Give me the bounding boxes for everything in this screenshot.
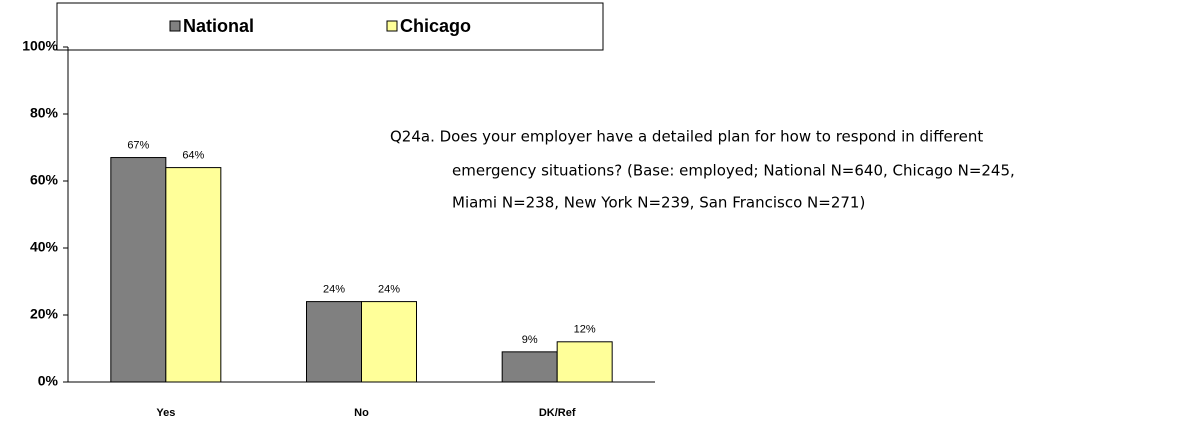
legend-swatch bbox=[386, 20, 398, 32]
y-tick-label: 40% bbox=[30, 239, 59, 255]
value-label: 24% bbox=[378, 284, 400, 296]
bar bbox=[110, 157, 167, 383]
bar bbox=[165, 167, 222, 383]
value-label: 64% bbox=[182, 150, 204, 162]
bar bbox=[306, 301, 362, 383]
bar bbox=[361, 301, 417, 383]
y-tick-label: 0% bbox=[38, 373, 59, 389]
x-tick-label: DK/Ref bbox=[539, 407, 576, 419]
legend-swatch bbox=[169, 20, 181, 32]
bar bbox=[556, 341, 613, 383]
legend-box bbox=[56, 2, 604, 51]
annotation: Miami N=238, New York N=239, San Francis… bbox=[452, 194, 865, 212]
y-tick-label: 100% bbox=[22, 38, 58, 54]
y-tick-label: 60% bbox=[30, 172, 59, 188]
y-tick-label: 20% bbox=[30, 306, 59, 322]
annotation: Q24a. Does your employer have a detailed… bbox=[390, 128, 983, 146]
bar bbox=[501, 351, 558, 383]
y-tick-label: 80% bbox=[30, 105, 59, 121]
annotation: emergency situations? (Base: employed; N… bbox=[452, 162, 1015, 180]
value-label: 67% bbox=[127, 139, 149, 151]
legend-label: Chicago bbox=[400, 16, 471, 36]
legend-label: National bbox=[183, 16, 254, 36]
value-label: 12% bbox=[574, 324, 596, 336]
x-tick-label: No bbox=[354, 407, 369, 419]
x-tick-label: Yes bbox=[156, 407, 175, 419]
value-label: 24% bbox=[323, 284, 345, 296]
value-label: 9% bbox=[522, 334, 538, 346]
